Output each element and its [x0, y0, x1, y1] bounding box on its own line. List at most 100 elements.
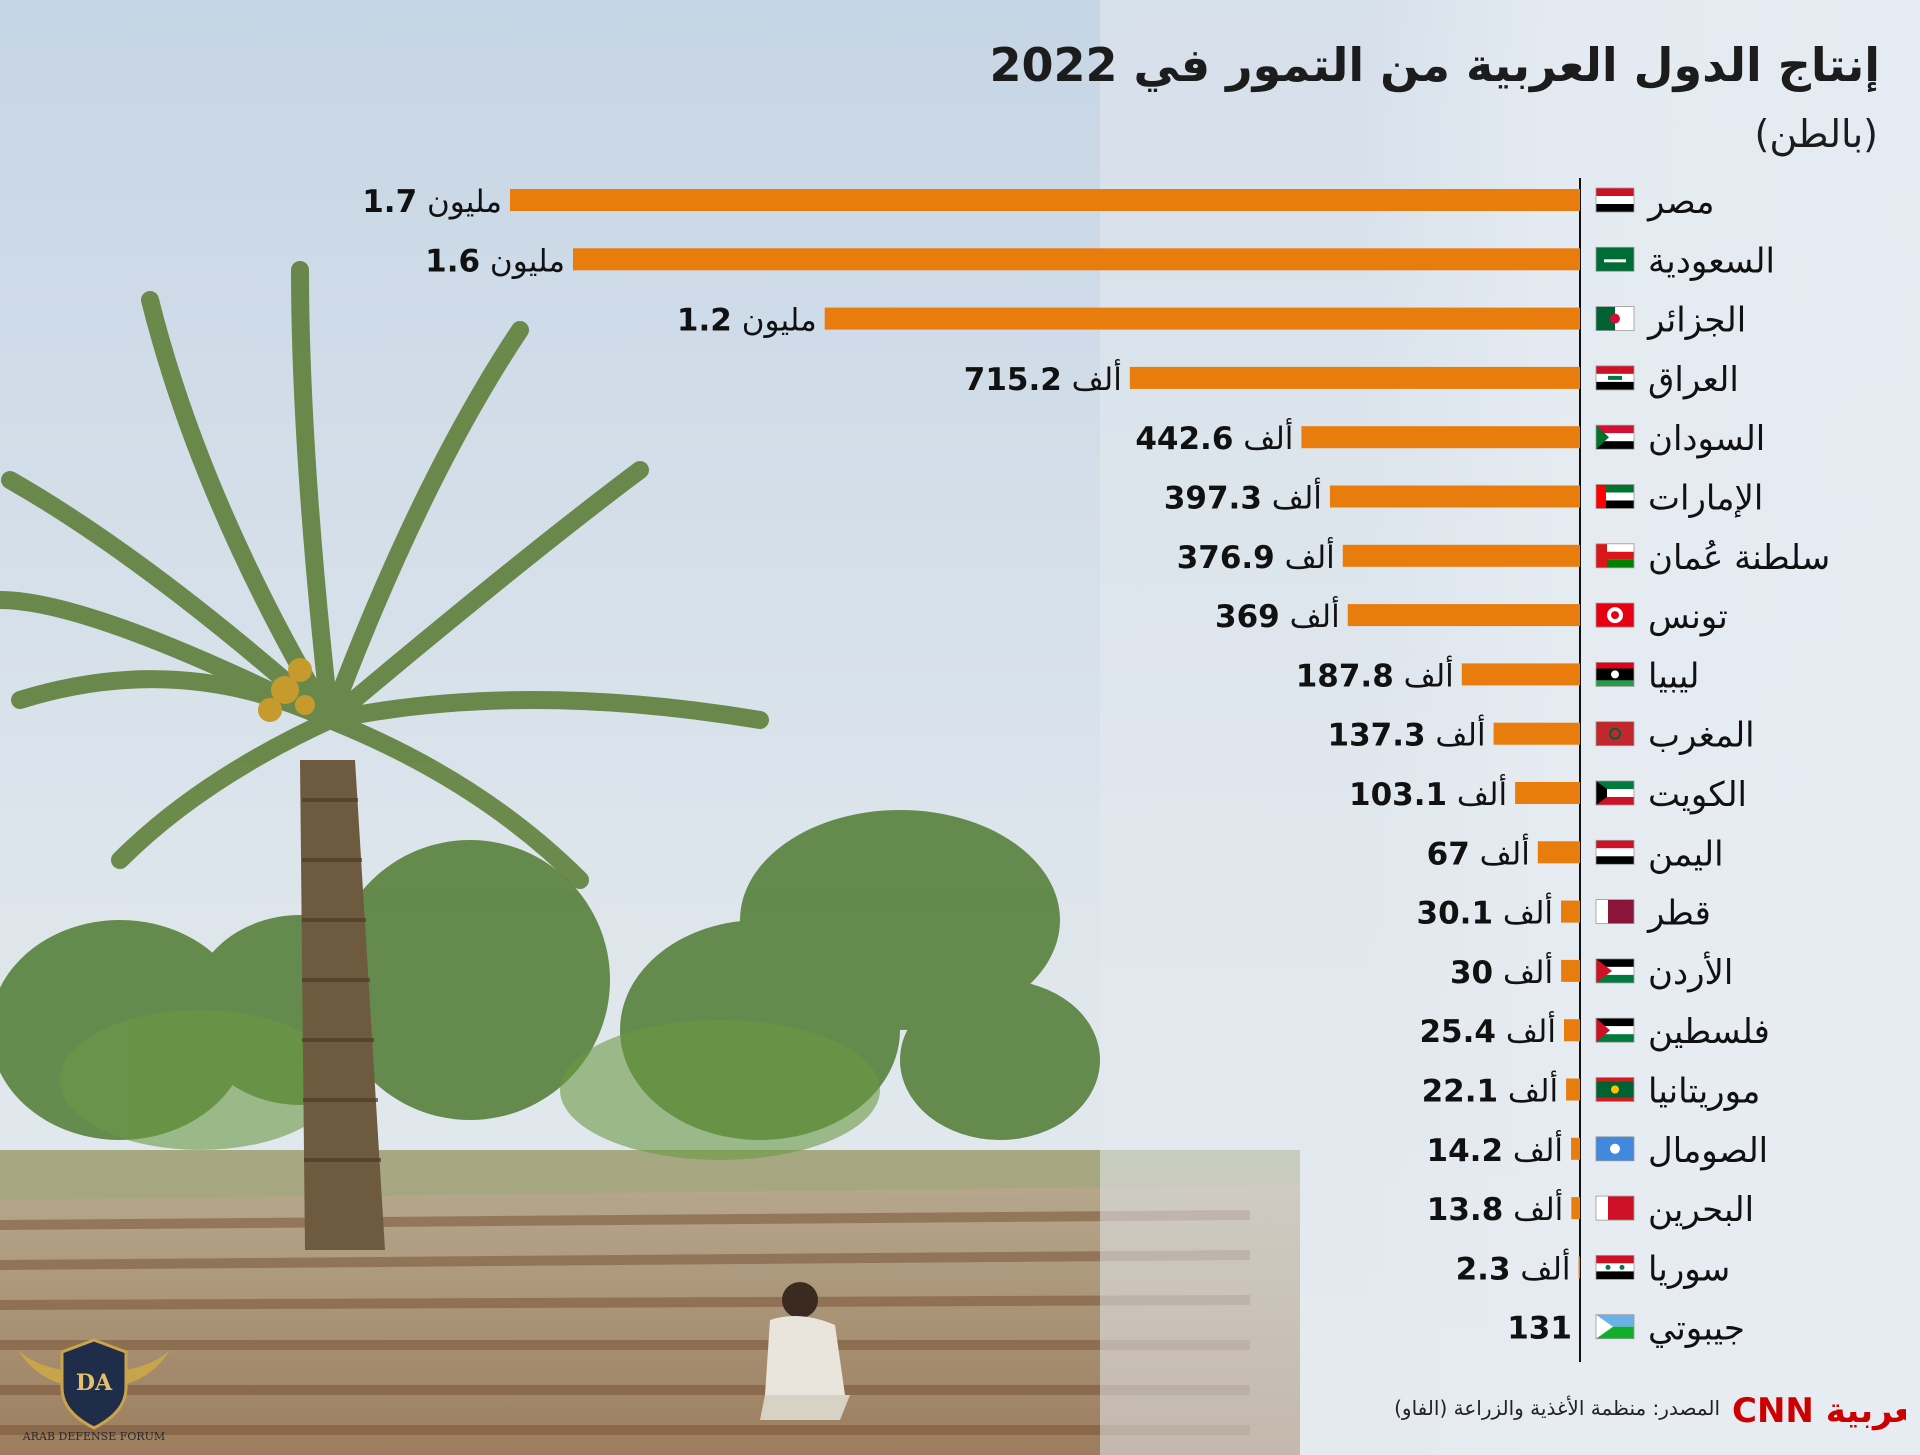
flag-algeria-green — [1596, 306, 1615, 331]
flag-oman-icon — [1595, 543, 1635, 569]
category-label: مصر — [1646, 182, 1714, 222]
data-label-number: 137.3 — [1328, 718, 1426, 754]
flag-jordan-icon — [1595, 958, 1635, 984]
flag-qatar-band — [1596, 899, 1608, 924]
flag-egypt-stripe — [1596, 196, 1634, 204]
data-label-unit: ألف — [1470, 833, 1530, 872]
data-label-unit: ألف — [1511, 1248, 1571, 1287]
flag-palestine-icon — [1595, 1017, 1635, 1043]
source-note: المصدر: منظمة الأغذية والزراعة (الفاو) — [1394, 1396, 1720, 1420]
bar — [1342, 544, 1580, 567]
flag-syria-stripe — [1596, 1255, 1634, 1264]
data-label: ألف 30 — [1450, 952, 1553, 991]
data-label-unit: مليون — [417, 184, 502, 220]
bar — [1347, 604, 1580, 627]
bar — [1537, 841, 1580, 864]
data-label-unit: ألف — [1426, 715, 1486, 754]
bar — [1561, 959, 1580, 982]
cnn-arabic-logo: CNN العربية — [1732, 1391, 1906, 1431]
flag-yemen-stripe — [1596, 840, 1634, 849]
flag-mauritania-band — [1596, 1097, 1634, 1102]
bar — [1129, 366, 1580, 389]
data-label: مليون 1.2 — [677, 303, 817, 339]
data-label-unit: ألف — [1280, 596, 1340, 635]
data-label: ألف 103.1 — [1349, 774, 1507, 813]
data-label-number: 187.8 — [1296, 658, 1394, 694]
flag-yemen-icon — [1595, 839, 1635, 865]
data-label-number: 1.6 — [425, 243, 480, 279]
bar — [1515, 782, 1580, 804]
data-label: ألف 2.3 — [1456, 1248, 1571, 1287]
data-label: 131 — [1507, 1311, 1572, 1347]
arab-defense-forum-watermark: DA ARAB DEFENSE FORUM — [18, 1338, 170, 1443]
flag-kuwait-trapezoid — [1596, 781, 1607, 805]
data-label: ألف 25.4 — [1419, 1011, 1556, 1050]
flag-algeria-crescent — [1610, 313, 1620, 324]
flag-uae-stripe — [1596, 492, 1634, 501]
flag-qatar-icon — [1595, 899, 1635, 924]
flag-saudi-sword — [1604, 259, 1626, 263]
bar — [510, 189, 1580, 211]
flag-djibouti-triangle — [1596, 1314, 1613, 1339]
data-label-number: 131 — [1507, 1311, 1572, 1347]
flag-algeria-icon — [1595, 306, 1635, 332]
category-label: ليبيا — [1648, 656, 1700, 696]
flag-uae-band — [1596, 484, 1606, 509]
data-label: ألف 22.1 — [1422, 1071, 1559, 1110]
flag-kuwait-stripe — [1596, 789, 1634, 797]
flag-mauritania-crescent — [1611, 1085, 1619, 1094]
chart-subtitle: (بالطن) — [1754, 112, 1878, 156]
bar — [1301, 426, 1580, 449]
flag-uae-icon — [1595, 484, 1635, 509]
flag-somalia-star — [1610, 1143, 1620, 1154]
flag-bahrain-band — [1596, 1196, 1608, 1221]
flag-jordan-triangle — [1596, 958, 1612, 983]
flag-iraq-stripe — [1596, 381, 1634, 390]
data-label-unit: ألف — [1496, 1011, 1556, 1050]
data-label: ألف 376.9 — [1177, 537, 1335, 576]
category-label: جيبوتي — [1648, 1309, 1745, 1349]
category-label: الجزائر — [1646, 301, 1746, 341]
bar — [1493, 722, 1580, 745]
category-label: الإمارات — [1648, 479, 1763, 519]
data-label: ألف 30.1 — [1417, 893, 1554, 932]
flag-yemen-stripe — [1596, 856, 1634, 865]
flag-morocco-star — [1609, 727, 1621, 740]
data-label-number: 25.4 — [1419, 1014, 1496, 1050]
flag-uae-stripe — [1596, 484, 1634, 493]
flag-syria-stripe — [1596, 1263, 1634, 1272]
category-label: سلطنة عُمان — [1648, 538, 1830, 578]
data-label-number: 67 — [1427, 836, 1470, 872]
flag-oman-stripe — [1596, 543, 1634, 552]
data-label-unit: ألف — [1493, 893, 1553, 932]
flag-palestine-stripe — [1596, 1018, 1634, 1027]
category-label: البحرين — [1648, 1190, 1754, 1230]
category-label: الأردن — [1648, 951, 1733, 993]
data-label-number: 397.3 — [1164, 481, 1262, 517]
flag-oman-stripe — [1596, 559, 1634, 568]
flag-uae-stripe — [1596, 500, 1634, 509]
watermark-initials: DA — [76, 1370, 113, 1396]
flag-syria-star — [1619, 1264, 1625, 1270]
data-label-number: 442.6 — [1135, 421, 1233, 457]
bar — [824, 307, 1580, 330]
data-label-unit: ألف — [1493, 952, 1553, 991]
flag-libya-stripe — [1596, 662, 1634, 669]
data-label: ألف 187.8 — [1296, 655, 1454, 694]
chart-title: إنتاج الدول العربية من التمور في 2022 — [989, 38, 1880, 92]
brand-text: CNN العربية — [1732, 1391, 1906, 1431]
data-label-number: 14.2 — [1427, 1133, 1504, 1169]
flag-kuwait-stripe — [1596, 797, 1634, 805]
data-label-unit: ألف — [1503, 1189, 1563, 1228]
bar — [1461, 663, 1580, 686]
data-label-number: 30.1 — [1417, 896, 1494, 932]
flag-egypt-stripe — [1596, 204, 1634, 212]
flag-oman-stripe — [1596, 551, 1634, 560]
flag-mauritania-icon — [1595, 1077, 1635, 1102]
flag-kuwait-stripe — [1596, 781, 1634, 789]
flag-sudan-stripe — [1596, 441, 1634, 450]
flag-tunisia-icon — [1595, 602, 1635, 628]
data-label-unit: ألف — [1233, 418, 1293, 457]
